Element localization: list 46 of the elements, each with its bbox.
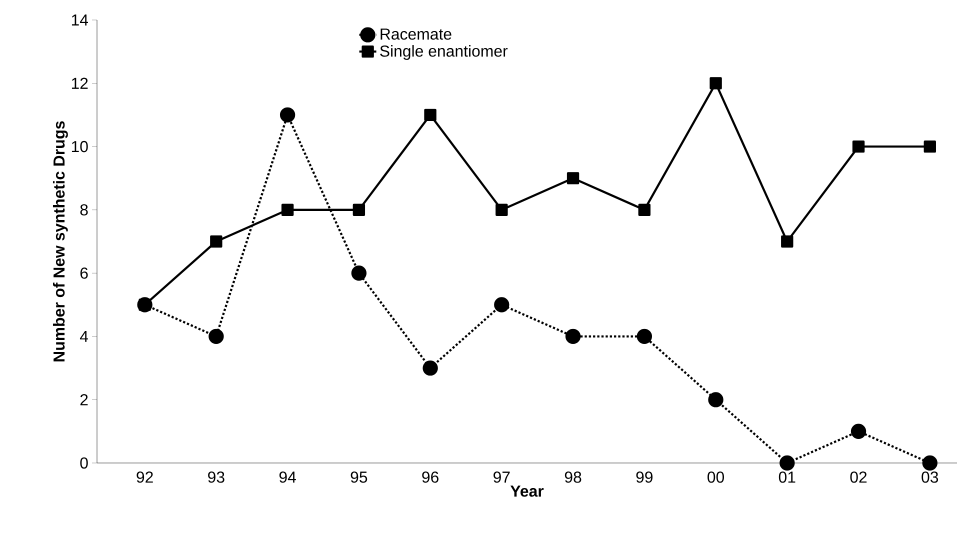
point — [422, 360, 438, 376]
y-tick-label: 6 — [80, 268, 88, 279]
point — [780, 455, 795, 471]
y-tick-label: 10 — [72, 140, 88, 152]
point — [280, 107, 296, 123]
point — [781, 235, 794, 248]
x-tick-label: 01 — [778, 472, 796, 483]
x-tick-label: 99 — [636, 472, 653, 483]
point — [636, 328, 652, 344]
point — [710, 77, 722, 90]
point — [352, 204, 366, 216]
point — [424, 108, 436, 122]
y-tick-label: 0 — [80, 457, 88, 469]
legend-label: Racemate — [380, 28, 452, 40]
point — [924, 140, 936, 153]
y-tick-label: 4 — [80, 330, 88, 342]
x-axis-title: Year — [510, 486, 544, 497]
x-tick-label: 96 — [422, 472, 438, 483]
x-tick-label: 02 — [850, 472, 867, 483]
point — [708, 392, 724, 408]
y-tick-label: 14 — [72, 14, 88, 26]
point — [496, 204, 508, 216]
y-tick-label: 8 — [80, 204, 88, 216]
x-tick-label: 93 — [208, 472, 224, 483]
y-tick-label: 12 — [72, 78, 88, 89]
point — [494, 297, 510, 312]
point — [565, 328, 581, 344]
point — [208, 328, 224, 344]
point — [922, 455, 938, 471]
point — [210, 235, 222, 248]
x-tick-label: 92 — [136, 472, 153, 483]
legend-label: Single enantiomer — [380, 45, 508, 60]
y-axis-title: Number of New synthetic Drugs — [52, 121, 68, 362]
point — [351, 266, 367, 281]
y-tick-label: 2 — [80, 394, 88, 406]
x-tick-label: 00 — [708, 472, 724, 483]
point — [638, 204, 651, 216]
point — [850, 424, 866, 439]
x-tick-label: 97 — [494, 472, 510, 483]
x-tick-label: 95 — [350, 472, 368, 483]
point — [852, 140, 865, 153]
point — [566, 172, 580, 184]
x-tick-label: 03 — [922, 472, 938, 483]
point — [281, 204, 294, 216]
x-tick-label: 94 — [279, 472, 296, 483]
x-tick-label: 98 — [564, 472, 582, 483]
